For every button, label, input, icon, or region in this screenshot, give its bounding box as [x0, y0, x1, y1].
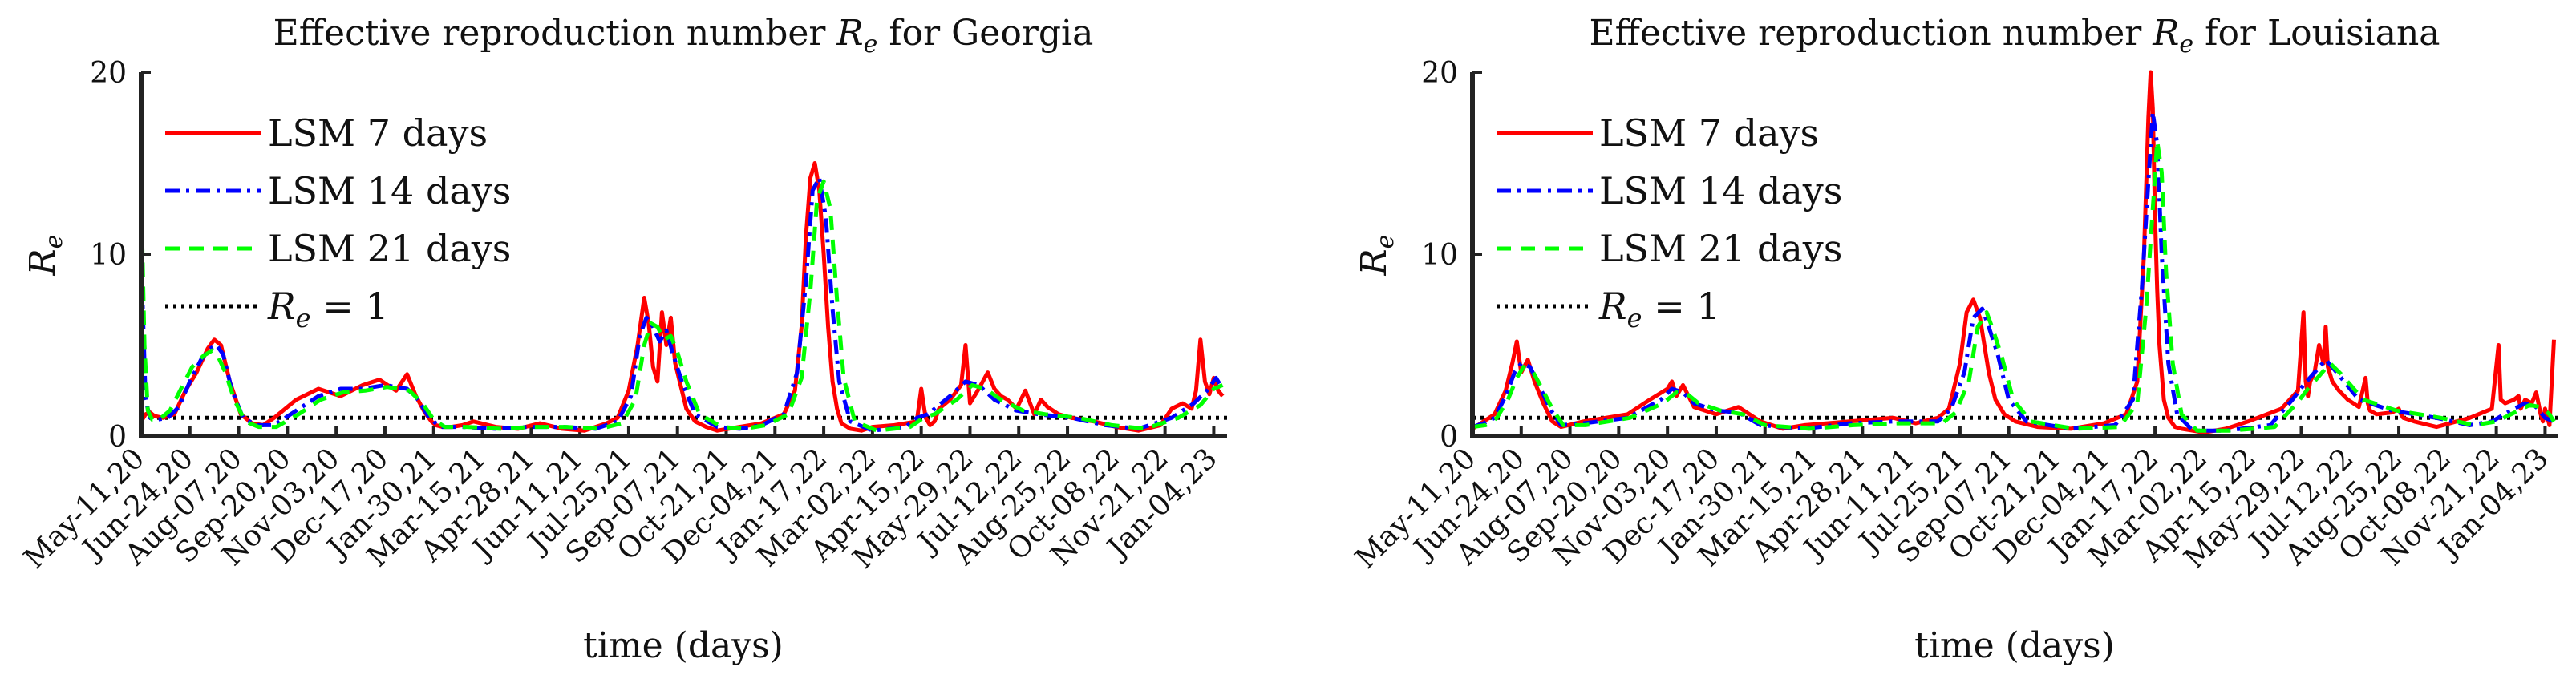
- y-axis-label-louisiana: Re: [1354, 235, 1399, 277]
- legend-label: Re = 1: [267, 285, 389, 333]
- legend-label: LSM 14 days: [1599, 169, 1842, 212]
- legend-label: LSM 21 days: [268, 227, 511, 270]
- legend-label: LSM 21 days: [1599, 227, 1842, 270]
- y-tick-label: 0: [1440, 421, 1458, 454]
- chart-title-louisiana: Effective reproduction number Re for Lou…: [1589, 13, 2440, 59]
- x-ticks-georgia: May-11,20Jun-24,20Aug-07,20Sep-20,20Nov-…: [18, 426, 1224, 575]
- y-tick-label: 10: [90, 239, 127, 272]
- x-axis-label-louisiana: time (days): [1914, 625, 2115, 666]
- y-tick-label: 10: [1421, 239, 1458, 272]
- chart-title-georgia: Effective reproduction number Re for Geo…: [273, 13, 1094, 59]
- legend-label: Re = 1: [1598, 285, 1720, 333]
- chart-panel-louisiana: Effective reproduction number Re for Lou…: [1349, 13, 2558, 666]
- axis-lines: [1470, 72, 2558, 438]
- legend-label: LSM 14 days: [268, 169, 511, 212]
- series-layer-louisiana: [1471, 70, 2558, 434]
- series-layer-georgia: [139, 161, 1227, 433]
- x-ticks-louisiana: May-11,20Jun-24,20Aug-07,20Sep-20,20Nov-…: [1349, 426, 2555, 575]
- series-line-lsm-21-days: [1472, 139, 2556, 433]
- legend-louisiana: LSM 7 days LSM 14 days LSM 21 days Re = 1: [1497, 111, 1842, 333]
- axis-lines: [139, 72, 1227, 438]
- y-tick-label: 0: [108, 421, 127, 454]
- x-axis-label-georgia: time (days): [583, 625, 784, 666]
- legend-label: LSM 7 days: [1599, 111, 1819, 155]
- axes-louisiana: [1470, 72, 2558, 438]
- y-ticks-georgia: 0 10 20: [90, 57, 151, 454]
- legend-georgia: LSM 7 days LSM 14 days LSM 21 days Re = 1: [165, 111, 511, 333]
- y-axis-label-georgia: Re: [22, 235, 68, 277]
- y-tick-label: 20: [90, 57, 127, 90]
- series-line-lsm-14-days: [1472, 110, 2555, 433]
- axes-georgia: [139, 72, 1227, 438]
- legend-label: LSM 7 days: [268, 111, 488, 155]
- chart-panel-georgia: Effective reproduction number Re for Geo…: [18, 13, 1227, 666]
- y-tick-label: 20: [1421, 57, 1458, 90]
- series-line-lsm-21-days: [139, 179, 1224, 433]
- y-ticks-louisiana: 0 10 20: [1421, 57, 1482, 454]
